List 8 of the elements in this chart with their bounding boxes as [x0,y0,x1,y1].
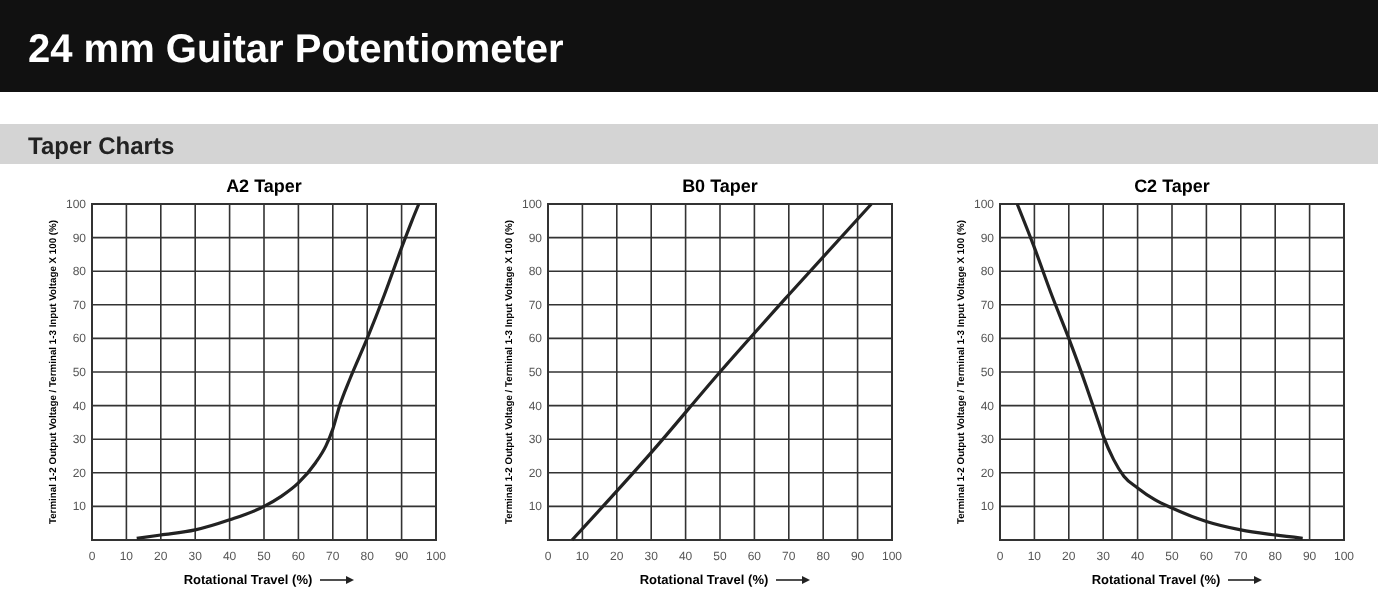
line-series [1015,202,1305,540]
text: 24 mm Guitar Potentiometer [28,28,565,72]
chart-title: C2 Taper [1134,176,1211,196]
chart-title: A2 Taper [226,176,303,196]
chart-title: B0 Taper [682,176,759,196]
line-series [135,202,421,540]
text: Taper Charts [28,132,175,160]
line-series [570,202,873,542]
